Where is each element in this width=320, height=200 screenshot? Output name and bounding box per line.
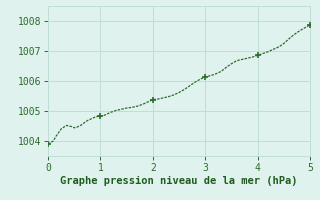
X-axis label: Graphe pression niveau de la mer (hPa): Graphe pression niveau de la mer (hPa): [60, 176, 298, 186]
